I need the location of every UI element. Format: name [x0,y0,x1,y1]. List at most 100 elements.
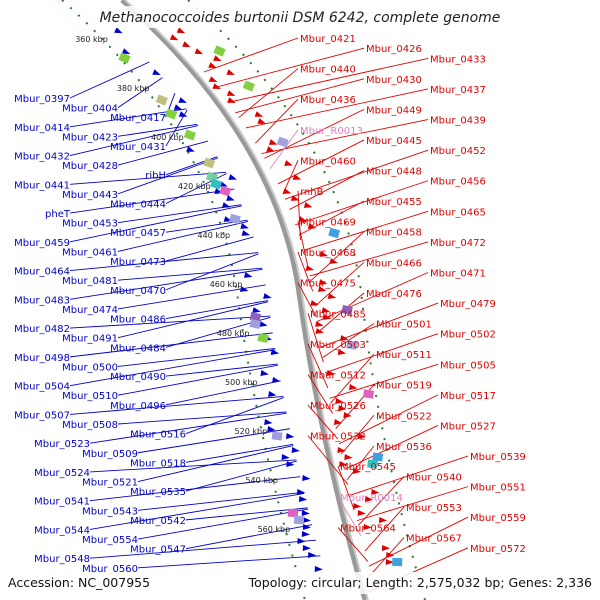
gene-label[interactable]: Mbur_0567 [406,534,462,545]
gene-label[interactable]: Mbur_0471 [430,269,486,280]
gene-label[interactable]: Mbur_0468 [300,248,356,259]
gene-label[interactable]: Mbur_0551 [470,483,526,494]
gene-label[interactable]: Mbur_0511 [376,350,432,361]
gene-label[interactable]: Mbur_0421 [300,34,356,45]
gene-label[interactable]: Mbur_0443 [62,190,118,201]
gene-label[interactable]: Mbur_0535 [130,487,186,498]
gene-label[interactable]: Mbur_0475 [300,279,356,290]
gene-label[interactable]: Mbur_0417 [110,113,166,124]
gene-label[interactable]: Mbur_0436 [300,95,356,106]
gene-label[interactable]: Mbur_0473 [110,257,166,268]
gene-label[interactable]: Mbur_0521 [82,478,138,489]
gene-label[interactable]: Mbur_0508 [62,420,118,431]
gene-label[interactable]: Mbur_0397 [14,94,70,105]
gene-label[interactable]: Mbur_0472 [430,238,486,249]
gene-label[interactable]: Mbur_0444 [110,199,166,210]
gene-label[interactable]: Mbur_0485 [310,309,366,320]
gene-label[interactable]: Mbur_0507 [14,410,70,421]
gene-label[interactable]: Mbur_0457 [110,228,166,239]
gene-label[interactable]: Mbur_0460 [300,156,356,167]
gene-label[interactable]: Mbur_0455 [366,197,422,208]
gene-label[interactable]: Mbur_R0013 [300,126,363,137]
gene-label[interactable]: Mbur_0539 [470,452,526,463]
gene-label[interactable]: Mbur_0501 [376,319,432,330]
gene-label[interactable]: Mbur_0404 [62,104,118,115]
gene-label[interactable]: Mbur_0504 [14,382,70,393]
gene-label[interactable]: Mbur_0437 [430,85,486,96]
gene-label[interactable]: Mbur_0496 [110,401,166,412]
gene-label[interactable]: rnhB [300,187,324,198]
gene-label[interactable]: Mbur_0465 [430,207,486,218]
gene-label[interactable]: Mbur_0474 [62,305,118,316]
gene-label[interactable]: Mbur_0517 [440,391,496,402]
gene-label[interactable]: Mbur_0559 [470,513,526,524]
gene-label[interactable]: Mbur_0431 [110,142,166,153]
gene-label[interactable]: Mbur_0439 [430,116,486,127]
gene-label[interactable]: Mbur_0548 [34,554,90,565]
gene-label[interactable]: Mbur_0522 [376,411,432,422]
gene-label[interactable]: Mbur_0461 [62,247,118,258]
gene-label[interactable]: Mbur_0545 [340,462,396,473]
gene-label[interactable]: Mbur_0564 [340,523,396,534]
gene-label[interactable]: Mbur_0448 [366,167,422,178]
gene-label[interactable]: Mbur_0490 [110,372,166,383]
gene-label[interactable]: Mbur_0440 [300,65,356,76]
gene-label[interactable]: Mbur_0547 [130,545,186,556]
gene-label[interactable]: Mbur_0519 [376,381,432,392]
gene-label[interactable]: Mbur_0498 [14,353,70,364]
gene-label[interactable]: Mbur_0543 [82,506,138,517]
gene-label[interactable]: Mbur_0542 [130,516,186,527]
gene-label[interactable]: Mbur_R0014 [340,493,403,504]
gene-label[interactable]: Mbur_0459 [14,238,70,249]
gene-label[interactable]: Mbur_0524 [34,468,90,479]
gene-label[interactable]: Mbur_0527 [440,421,496,432]
gene-label[interactable]: Mbur_0426 [366,44,422,55]
gene-label[interactable]: Mbur_0553 [406,503,462,514]
gene-label[interactable]: Mbur_0470 [110,286,166,297]
gene-label[interactable]: Mbur_0526 [310,401,366,412]
gene-label[interactable]: pheT [45,209,71,220]
gene-label[interactable]: Mbur_0509 [82,449,138,460]
gene-label[interactable]: Mbur_0469 [300,218,356,229]
gene-label[interactable]: Mbur_0441 [14,180,70,191]
gene-label[interactable]: Mbur_0554 [82,535,138,546]
gene-label[interactable]: Mbur_0512 [310,370,366,381]
gene-label[interactable]: Mbur_0453 [62,219,118,230]
gene-label[interactable]: Mbur_0518 [130,458,186,469]
gene-label[interactable]: Mbur_0486 [110,315,166,326]
gene-label[interactable]: Mbur_0484 [110,343,166,354]
gene-label[interactable]: Mbur_0500 [62,362,118,373]
gene-label[interactable]: Mbur_0510 [62,391,118,402]
gene-label[interactable]: Mbur_0458 [366,228,422,239]
gene-label[interactable]: Mbur_0536 [376,442,432,453]
gene-label[interactable]: Mbur_0482 [14,324,70,335]
gene-label[interactable]: Mbur_0502 [440,330,496,341]
gene-label[interactable]: Mbur_0476 [366,289,422,300]
gene-label[interactable]: Mbur_0516 [130,430,186,441]
gene-label[interactable]: Mbur_0541 [34,497,90,508]
gene-label[interactable]: Mbur_0449 [366,105,422,116]
gene-label[interactable]: ribH [145,171,166,182]
gene-label[interactable]: Mbur_0481 [62,276,118,287]
gene-label[interactable]: Mbur_0430 [366,75,422,86]
gene-label[interactable]: Mbur_0414 [14,123,70,134]
gene-label[interactable]: Mbur_0540 [406,472,462,483]
gene-label[interactable]: Mbur_0423 [62,132,118,143]
gene-label[interactable]: Mbur_0483 [14,295,70,306]
gene-label[interactable]: Mbur_0505 [440,360,496,371]
gene-label[interactable]: Mbur_0464 [14,267,70,278]
gene-label[interactable]: Mbur_0560 [82,564,138,575]
gene-label[interactable]: Mbur_0523 [34,439,90,450]
gene-label[interactable]: Mbur_0433 [430,54,486,65]
gene-label[interactable]: Mbur_0572 [470,544,526,555]
gene-label[interactable]: Mbur_0456 [430,177,486,188]
gene-label[interactable]: Mbur_0503 [310,340,366,351]
gene-label[interactable]: Mbur_0428 [62,161,118,172]
gene-label[interactable]: Mbur_0479 [440,299,496,310]
gene-label[interactable]: Mbur_0452 [430,146,486,157]
gene-label[interactable]: Mbur_0445 [366,136,422,147]
gene-label[interactable]: Mbur_0544 [34,525,90,536]
gene-label[interactable]: Mbur_0466 [366,258,422,269]
gene-label[interactable]: Mbur_0432 [14,152,70,163]
gene-label[interactable]: Mbur_0532 [310,432,366,443]
